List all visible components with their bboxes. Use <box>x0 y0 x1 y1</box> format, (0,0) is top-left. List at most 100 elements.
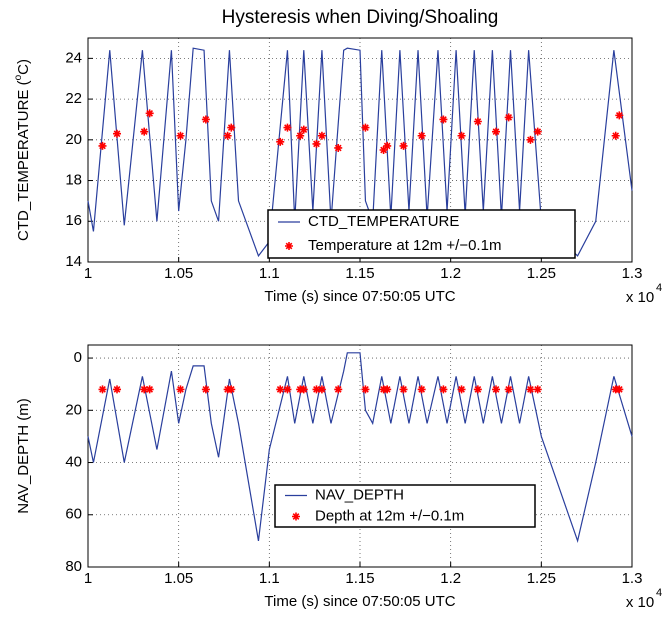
star-marker <box>383 141 392 150</box>
star-marker <box>615 111 624 120</box>
star-marker <box>317 385 326 394</box>
y-tick-label: 40 <box>65 453 82 470</box>
y-label-text: CTD_TEMPERATURE ( <box>15 80 32 241</box>
star-marker <box>439 115 448 124</box>
x-tick-label: 1.05 <box>164 265 193 282</box>
plot-frame <box>87 37 633 263</box>
x-multiplier-exp: 4 <box>656 282 662 294</box>
star-marker <box>492 385 500 394</box>
star-marker <box>201 385 210 394</box>
x-multiplier: x 10 <box>626 594 654 611</box>
legend-label: NAV_DEPTH <box>315 486 404 503</box>
x-tick-label: 1.15 <box>345 265 374 282</box>
star-marker <box>417 131 426 140</box>
star-marker <box>98 141 107 150</box>
star-marker <box>533 127 542 136</box>
star-marker <box>615 385 624 394</box>
star-marker <box>227 123 236 132</box>
star-marker <box>98 385 107 394</box>
y-tick-label: 80 <box>65 558 82 575</box>
star-marker <box>299 125 308 134</box>
star-marker <box>399 385 408 394</box>
star-marker <box>473 385 482 394</box>
x-multiplier: x 10 <box>626 289 654 306</box>
star-marker <box>399 141 408 150</box>
star-marker <box>417 385 426 394</box>
star-marker <box>504 385 513 394</box>
star-marker <box>140 127 149 136</box>
star-series <box>98 109 624 154</box>
star-marker <box>526 135 535 144</box>
star-series <box>98 385 624 394</box>
star-marker <box>457 131 466 140</box>
star-marker <box>299 385 308 394</box>
star-marker <box>276 385 285 394</box>
star-marker <box>504 113 513 122</box>
y-label-sup: o <box>13 74 24 80</box>
x-tick-label: 1.2 <box>440 265 461 282</box>
y-label-text: NAV_DEPTH (m) <box>15 398 32 514</box>
star-marker <box>113 129 122 138</box>
star-marker <box>227 385 236 394</box>
star-marker <box>361 385 370 394</box>
star-marker <box>334 143 343 152</box>
legend-label: Temperature at 12m +/−0.1m <box>308 237 501 254</box>
star-marker <box>113 385 122 394</box>
star-marker <box>473 117 482 126</box>
x-tick-label: 1.2 <box>440 570 461 587</box>
star-marker <box>611 131 620 140</box>
star-marker <box>317 131 326 140</box>
y-tick-label: 60 <box>65 506 82 523</box>
y-tick-label: 16 <box>65 212 82 229</box>
star-marker <box>176 385 185 394</box>
x-axis-label: Time (s) since 07:50:05 UTC <box>264 288 455 305</box>
star-marker <box>312 385 321 394</box>
legend-label: Depth at 12m +/−0.1m <box>315 507 464 524</box>
star-marker <box>140 385 149 394</box>
star-marker <box>296 131 305 140</box>
x-tick-label: 1.3 <box>622 570 643 587</box>
star-marker <box>361 123 370 132</box>
star-marker <box>383 385 392 394</box>
data-line <box>87 47 633 258</box>
y-tick-label: 0 <box>74 349 82 366</box>
legend-marker <box>292 512 300 521</box>
star-marker <box>283 385 292 394</box>
x-tick-label: 1 <box>84 265 92 282</box>
star-marker <box>526 385 535 394</box>
star-marker <box>145 385 154 394</box>
y-axis-label: NAV_DEPTH (m) <box>15 398 32 514</box>
star-marker <box>379 146 388 154</box>
x-multiplier-exp: 4 <box>656 587 662 599</box>
x-tick-label: 1 <box>84 570 92 587</box>
star-marker <box>223 131 232 140</box>
star-marker <box>439 385 448 394</box>
star-marker <box>276 137 285 146</box>
x-tick-label: 1.05 <box>164 570 193 587</box>
y-axis-label: CTD_TEMPERATURE (oC) <box>13 59 32 241</box>
legend-marker <box>285 242 293 250</box>
y-tick-label: 18 <box>65 172 82 189</box>
star-marker <box>312 139 321 148</box>
x-tick-label: 1.25 <box>527 265 556 282</box>
star-marker <box>334 385 343 394</box>
legend: CTD_TEMPERATURE Temperature at 12m +/−0.1… <box>267 209 576 259</box>
star-marker <box>283 123 292 132</box>
star-marker <box>176 131 185 140</box>
legend-label: CTD_TEMPERATURE <box>308 213 459 230</box>
chart-title: Hysteresis when Diving/Shoaling <box>222 7 499 28</box>
star-marker <box>201 115 210 124</box>
x-tick-label: 1.15 <box>345 570 374 587</box>
y-tick-label: 22 <box>65 90 82 107</box>
legend-box <box>274 484 536 528</box>
x-tick-label: 1.25 <box>527 570 556 587</box>
plot-frame <box>87 344 633 568</box>
data-line <box>87 352 633 544</box>
y-tick-label: 14 <box>65 253 82 270</box>
star-marker <box>145 109 154 118</box>
x-tick-label: 1.3 <box>622 265 643 282</box>
y-label-end: C) <box>15 59 32 75</box>
y-tick-label: 20 <box>65 401 82 418</box>
legend: NAV_DEPTH Depth at 12m +/−0.1m <box>274 484 536 528</box>
legend-box <box>267 209 576 259</box>
